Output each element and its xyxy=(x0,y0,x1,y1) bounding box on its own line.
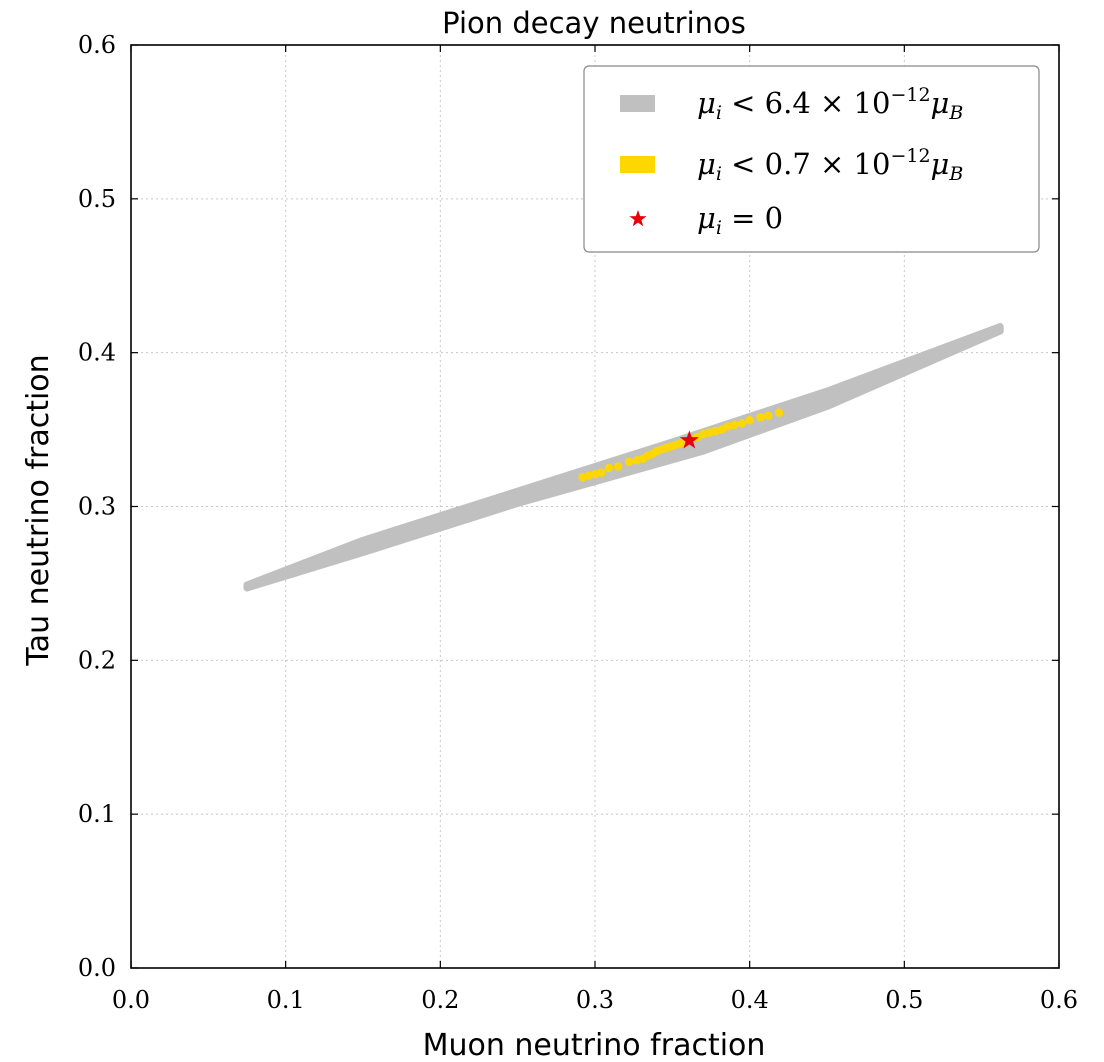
legend: μi < 6.4 × 10−12μB μi < 0.7 × 10−12μB μi… xyxy=(583,65,1040,253)
legend-entry-star: μi = 0 xyxy=(697,201,783,239)
legend-star-marker xyxy=(629,210,647,227)
y-tick-label: 0.0 xyxy=(78,954,116,982)
yellow-point xyxy=(745,416,754,425)
y-axis-label: Tau neutrino fraction xyxy=(21,354,56,666)
x-tick-label: 0.5 xyxy=(885,986,923,1014)
x-tick-label: 0.0 xyxy=(112,986,150,1014)
yellow-point xyxy=(596,468,606,477)
x-tick-label: 0.6 xyxy=(1040,986,1078,1014)
grid xyxy=(131,45,1059,968)
legend-swatch-yellow-band xyxy=(620,156,655,173)
x-axis-label: Muon neutrino fraction xyxy=(423,1028,766,1062)
yellow-point xyxy=(730,420,739,430)
x-tick-label: 0.4 xyxy=(731,986,769,1014)
y-tick-label: 0.4 xyxy=(78,339,116,367)
plot-area xyxy=(243,323,1004,592)
y-tick-label: 0.3 xyxy=(78,493,116,521)
yellow-point xyxy=(756,413,765,422)
chart-title: Pion decay neutrinos xyxy=(442,6,746,40)
y-tick-label: 0.5 xyxy=(78,185,116,213)
legend-entry-gray: μi < 6.4 × 10−12μB xyxy=(697,84,963,124)
legend-swatch-gray-band xyxy=(620,95,655,112)
x-tick-label: 0.2 xyxy=(421,986,459,1014)
yellow-point xyxy=(624,457,634,467)
yellow-point xyxy=(774,408,784,417)
yellow-point xyxy=(737,419,747,428)
legend-frame xyxy=(583,65,1040,253)
yellow-point xyxy=(614,462,623,471)
y-tick-label: 0.1 xyxy=(78,800,116,828)
ticks: 0.0 0.1 0.2 0.3 0.4 0.5 0.6 0.0 0.1 0.2 0.3 0.4 0.5 0… xyxy=(78,31,1078,1014)
yellow-point xyxy=(717,425,727,434)
y-tick-label: 0.2 xyxy=(78,646,116,674)
gray-allowed-region xyxy=(243,323,1004,592)
x-tick-label: 0.1 xyxy=(267,986,305,1014)
star-marker xyxy=(679,430,699,449)
yellow-point xyxy=(604,463,614,473)
x-tick-label: 0.3 xyxy=(576,986,614,1014)
yellow-point xyxy=(764,411,773,420)
y-tick-label: 0.6 xyxy=(78,31,116,59)
